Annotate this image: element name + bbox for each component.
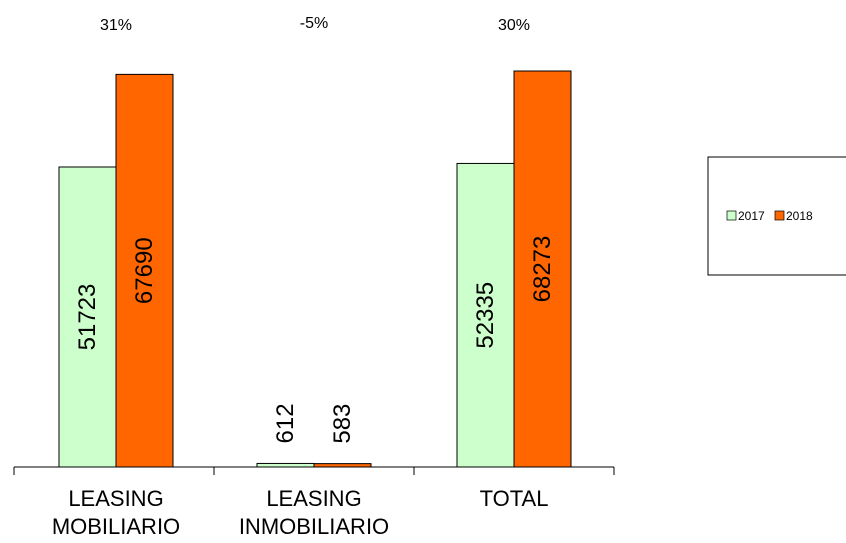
legend-swatch-2017 <box>726 210 737 221</box>
bar-2018-2 <box>513 70 572 468</box>
value-label-2018-1: 583 <box>329 404 356 444</box>
legend-label-2018: 2018 <box>786 209 813 223</box>
category-label-1-line-1: INMOBILIARIO <box>239 514 389 539</box>
bars-group <box>58 70 572 468</box>
category-label-1-line-0: LEASING <box>266 486 361 511</box>
value-label-2018-2: 68273 <box>529 236 556 303</box>
value-label-2017-1: 612 <box>272 403 299 443</box>
value-label-2017-0: 51723 <box>74 284 101 351</box>
growth-label-1: -5% <box>300 15 328 32</box>
category-label-0-line-1: MOBILIARIO <box>52 514 180 539</box>
legend: 2017 2018 <box>707 156 846 276</box>
value-label-2017-2: 52335 <box>472 282 499 349</box>
category-label-0-line-0: LEASING <box>68 486 163 511</box>
value-label-2018-0: 67690 <box>131 237 158 304</box>
x-axis-labels: LEASING MOBILIARIO LEASING INMOBILIARIO TOTA… <box>52 486 549 539</box>
growth-label-2: 30% <box>498 17 530 34</box>
legend-swatch-2018 <box>774 210 785 221</box>
bar-2017-0 <box>58 166 117 468</box>
bar-2017-1 <box>256 462 315 468</box>
legend-label-2017: 2017 <box>738 209 765 223</box>
bar-2017-2 <box>456 162 515 468</box>
category-label-2-line-0: TOTAL <box>480 486 549 511</box>
bar-2018-1 <box>313 463 372 468</box>
growth-labels-group: 31% -5% 30% <box>100 15 530 34</box>
growth-label-0: 31% <box>100 17 132 34</box>
value-labels-group: 51723 67690 612 583 52335 68273 <box>74 236 556 444</box>
bar-2018-0 <box>115 73 174 468</box>
x-axis-ticks <box>13 467 615 475</box>
